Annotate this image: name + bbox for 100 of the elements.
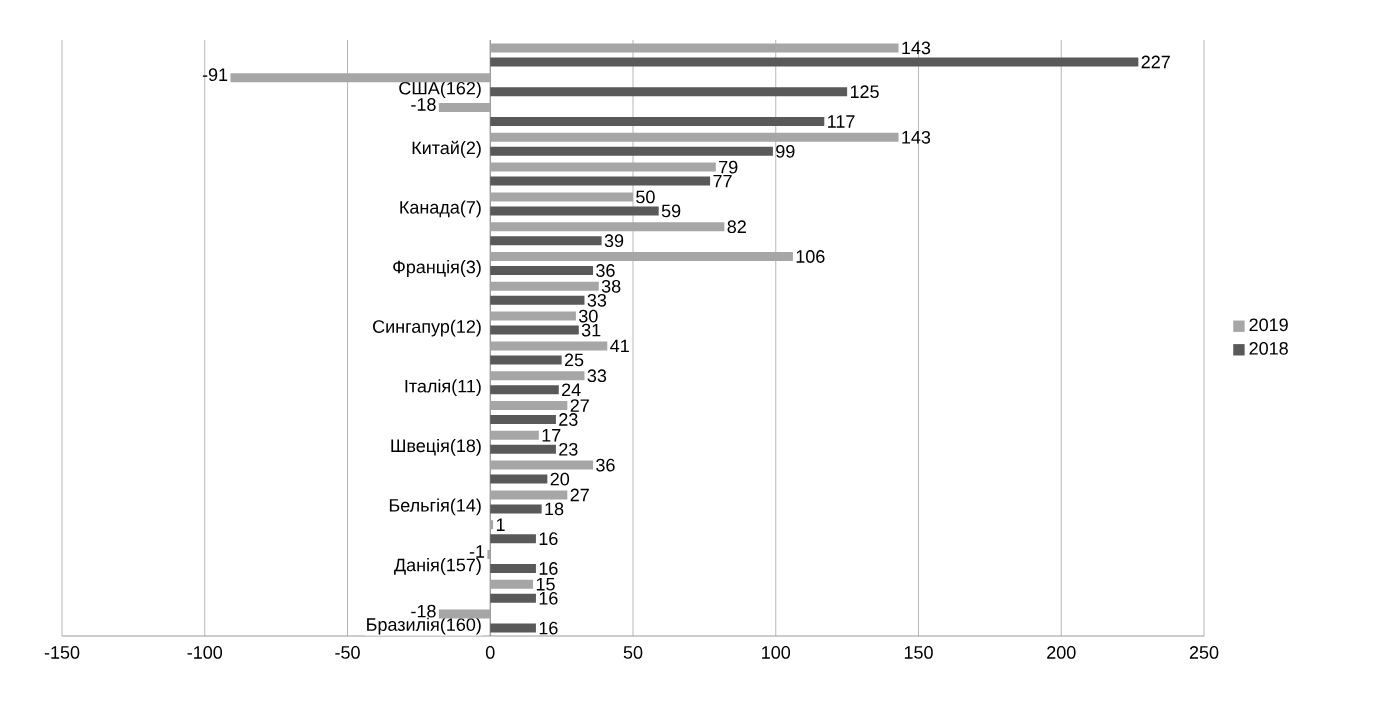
bar bbox=[490, 564, 536, 574]
bar bbox=[490, 415, 556, 425]
bar bbox=[490, 474, 548, 484]
bar bbox=[490, 176, 711, 186]
y-tick-label: США(162) bbox=[399, 81, 481, 99]
bar bbox=[490, 192, 634, 202]
data-label: 15 bbox=[536, 578, 555, 591]
data-label: -18 bbox=[411, 98, 436, 111]
data-label: 106 bbox=[796, 250, 825, 263]
bar bbox=[490, 266, 594, 275]
y-tick-label: Данія(157) bbox=[394, 558, 481, 575]
data-label: 27 bbox=[570, 399, 589, 412]
bar bbox=[438, 103, 491, 112]
data-label: 1 bbox=[496, 518, 505, 531]
bar bbox=[490, 401, 568, 410]
y-tick-label: Бразилія(160) bbox=[367, 617, 481, 635]
data-label: 227 bbox=[1141, 55, 1170, 69]
bar bbox=[490, 460, 594, 470]
bar bbox=[490, 281, 599, 291]
bar bbox=[490, 371, 585, 381]
data-label: -18 bbox=[411, 604, 436, 618]
x-tick-label: 100 bbox=[762, 646, 791, 659]
bar bbox=[490, 593, 536, 603]
data-label: 33 bbox=[587, 293, 607, 307]
data-label: 77 bbox=[713, 174, 732, 188]
data-label: 17 bbox=[542, 429, 561, 442]
data-label: 16 bbox=[539, 532, 558, 546]
data-label: 99 bbox=[776, 144, 795, 158]
data-label: -91 bbox=[202, 68, 228, 82]
data-label: 20 bbox=[550, 472, 570, 486]
y-tick-label: Сингапур(12) bbox=[373, 319, 481, 337]
bar bbox=[490, 117, 825, 126]
x-tick-label: -100 bbox=[187, 646, 223, 659]
data-label: 30 bbox=[579, 309, 598, 323]
data-label: 27 bbox=[570, 488, 589, 502]
data-label: 25 bbox=[564, 353, 584, 367]
data-label: 16 bbox=[539, 591, 558, 605]
bar bbox=[487, 550, 491, 559]
bar bbox=[490, 534, 536, 544]
bar bbox=[490, 579, 534, 589]
x-tick-label: 200 bbox=[1047, 646, 1076, 659]
data-label: 31 bbox=[581, 323, 601, 337]
bar bbox=[230, 73, 491, 83]
legend-label: 2018 bbox=[1249, 341, 1288, 355]
x-tick-label: 250 bbox=[1189, 646, 1219, 659]
x-tick-label: 0 bbox=[485, 646, 495, 659]
data-label: 39 bbox=[604, 234, 624, 248]
data-label: 79 bbox=[719, 160, 738, 174]
x-tick-label: 50 bbox=[623, 646, 643, 659]
data-label: 36 bbox=[596, 264, 615, 277]
data-label: 41 bbox=[610, 339, 629, 353]
y-tick-label: Китай(2) bbox=[412, 140, 481, 158]
x-tick-label: -50 bbox=[335, 646, 360, 659]
x-tick-label: 150 bbox=[904, 646, 933, 659]
bar bbox=[490, 385, 559, 395]
bar bbox=[490, 236, 602, 246]
bar bbox=[490, 341, 608, 351]
bar bbox=[490, 520, 494, 530]
data-label: 50 bbox=[636, 190, 655, 204]
bar bbox=[490, 311, 576, 321]
data-label: -1 bbox=[469, 545, 485, 558]
data-label: 82 bbox=[727, 220, 746, 234]
data-label: 16 bbox=[539, 621, 558, 635]
y-tick-label: Італія(11) bbox=[405, 379, 481, 397]
bar bbox=[490, 252, 793, 262]
data-label: 143 bbox=[902, 41, 931, 55]
data-label: 143 bbox=[902, 130, 931, 144]
data-label: 38 bbox=[601, 279, 621, 293]
data-label: 33 bbox=[587, 369, 607, 383]
data-label: 125 bbox=[850, 85, 879, 99]
data-label: 59 bbox=[661, 204, 681, 218]
bar bbox=[490, 504, 542, 514]
bar bbox=[490, 146, 773, 156]
data-label: 36 bbox=[596, 458, 615, 472]
data-label: 23 bbox=[559, 413, 578, 426]
bar bbox=[490, 490, 568, 500]
bar bbox=[490, 206, 659, 216]
data-label: 23 bbox=[559, 442, 578, 456]
data-label: 24 bbox=[562, 383, 581, 396]
data-label: 117 bbox=[828, 115, 855, 128]
bar bbox=[490, 444, 556, 454]
bar bbox=[490, 132, 899, 142]
y-tick-label: Бельгія(14) bbox=[389, 498, 481, 516]
bar bbox=[490, 222, 725, 232]
bar bbox=[490, 295, 585, 305]
bar bbox=[490, 355, 562, 365]
bar bbox=[490, 430, 539, 440]
x-tick-label: -150 bbox=[44, 646, 80, 659]
bar bbox=[490, 325, 579, 335]
bar bbox=[490, 623, 536, 633]
y-tick-label: Франція(3) bbox=[393, 260, 481, 277]
data-label: 16 bbox=[539, 562, 558, 575]
legend-label: 2019 bbox=[1249, 318, 1288, 332]
bar bbox=[490, 87, 848, 97]
bar bbox=[438, 609, 491, 619]
bar bbox=[490, 57, 1139, 67]
y-tick-label: Канада(7) bbox=[400, 200, 481, 218]
data-label: 18 bbox=[545, 502, 564, 516]
bar bbox=[490, 162, 716, 172]
bar bbox=[490, 43, 899, 53]
